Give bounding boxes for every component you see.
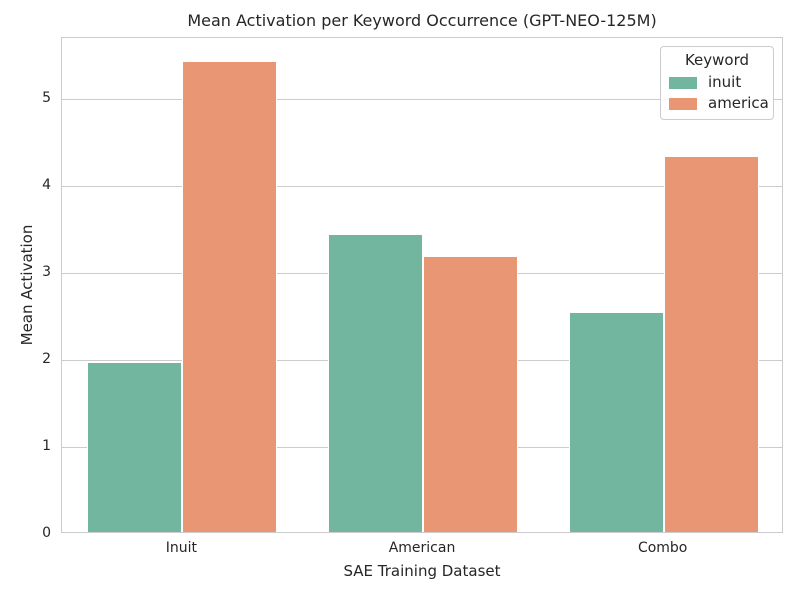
y-tick-label: 2 — [42, 350, 51, 367]
x-tick-label-american: American — [388, 540, 456, 556]
legend-swatch-america — [669, 97, 697, 110]
chart-title: Mean Activation per Keyword Occurrence (… — [187, 11, 657, 30]
x-tick-label-inuit: Inuit — [165, 540, 197, 556]
legend-item-label: inuit — [708, 73, 742, 91]
legend-item-inuit: inuit — [669, 75, 765, 90]
legend-item-label: america — [708, 94, 769, 112]
y-tick-label: 5 — [42, 89, 51, 106]
legend-item-america: america — [669, 96, 769, 111]
y-tick-label: 3 — [42, 263, 51, 280]
x-tick-label-combo: Combo — [637, 540, 688, 556]
bar-inuit-inuit — [87, 362, 183, 532]
legend: Keyword inuit america — [660, 46, 774, 120]
y-axis-label: Mean Activation — [18, 224, 36, 346]
legend-title: Keyword — [684, 51, 750, 69]
x-axis-label: SAE Training Dataset — [343, 562, 501, 580]
plot-area: Keyword inuit america — [61, 37, 783, 533]
y-tick-label: 4 — [42, 176, 51, 193]
y-tick-label: 0 — [42, 525, 51, 541]
bar-inuit-combo — [568, 311, 664, 532]
bar-america-american — [423, 256, 518, 532]
bar-america-inuit — [182, 61, 278, 532]
bar-america-combo — [663, 156, 759, 532]
legend-items: inuit america — [669, 75, 769, 111]
gridline — [62, 185, 782, 188]
gridline — [62, 98, 782, 101]
bar-inuit-american — [328, 233, 423, 532]
y-tick-label: 1 — [42, 437, 51, 454]
legend-swatch-inuit — [669, 76, 697, 89]
